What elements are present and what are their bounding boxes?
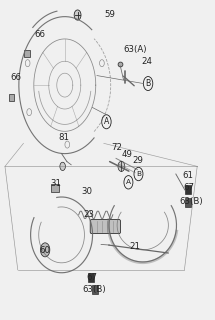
FancyBboxPatch shape [92,285,98,294]
Circle shape [118,161,125,172]
Circle shape [40,243,50,257]
Text: 29: 29 [132,156,143,165]
Text: 63(A): 63(A) [123,44,147,54]
Text: 67: 67 [183,183,194,192]
Text: 23: 23 [83,210,94,219]
FancyBboxPatch shape [185,186,190,195]
Circle shape [60,162,65,171]
Text: 61: 61 [182,171,193,180]
Text: B: B [146,79,151,88]
Text: 59: 59 [104,10,115,19]
Text: 66: 66 [35,30,46,39]
Text: 72: 72 [112,143,123,152]
Text: 81: 81 [58,133,69,142]
Text: 67: 67 [86,273,97,282]
FancyBboxPatch shape [9,94,14,101]
Text: A: A [126,179,131,185]
FancyBboxPatch shape [90,220,121,234]
Text: 21: 21 [130,242,141,251]
Text: 24: 24 [141,57,152,66]
Text: 66: 66 [11,73,22,82]
FancyBboxPatch shape [185,197,190,206]
Text: A: A [104,117,109,126]
FancyBboxPatch shape [25,50,30,57]
Text: B: B [136,171,141,177]
Circle shape [74,10,81,20]
Text: 31: 31 [50,179,61,188]
FancyBboxPatch shape [51,184,59,192]
Text: 63(B): 63(B) [83,285,106,294]
FancyBboxPatch shape [89,273,94,282]
Text: 49: 49 [122,150,133,159]
Text: 63(B): 63(B) [179,197,203,206]
Text: 60: 60 [40,246,51,255]
Text: 30: 30 [82,188,93,196]
